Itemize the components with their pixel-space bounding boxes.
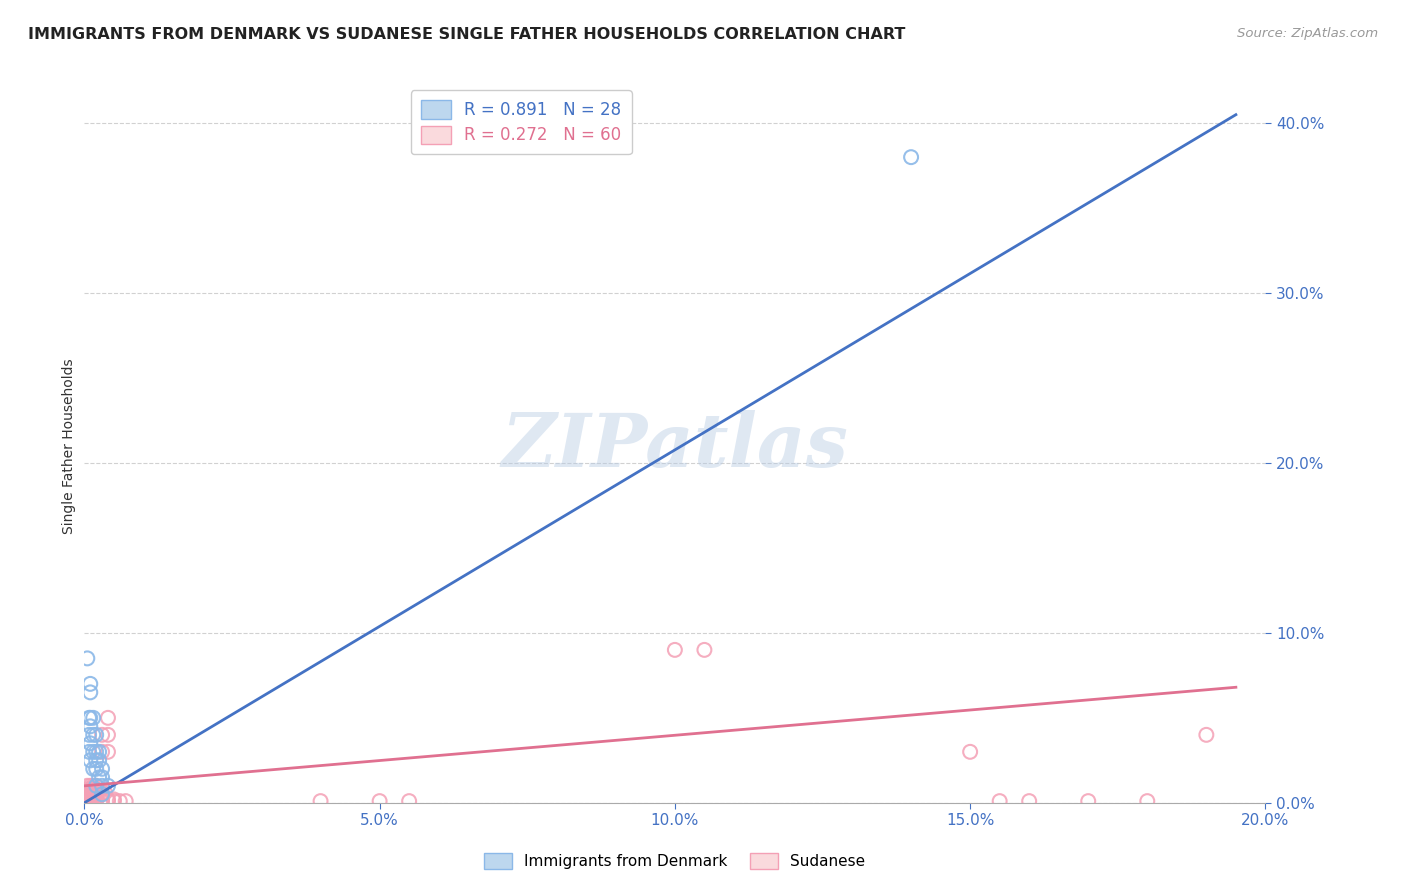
- Point: [988, 794, 1011, 808]
- Point: [97, 792, 120, 806]
- Point: [84, 779, 107, 793]
- Point: [87, 770, 111, 784]
- Point: [79, 794, 101, 808]
- Point: [76, 787, 98, 801]
- Point: [97, 794, 120, 808]
- Point: [82, 745, 104, 759]
- Point: [84, 745, 107, 759]
- Point: [84, 762, 107, 776]
- Point: [79, 782, 101, 797]
- Point: [309, 794, 332, 808]
- Legend: R = 0.891   N = 28, R = 0.272   N = 60: R = 0.891 N = 28, R = 0.272 N = 60: [411, 90, 631, 154]
- Point: [84, 794, 107, 808]
- Point: [79, 792, 101, 806]
- Point: [76, 790, 98, 805]
- Point: [77, 745, 100, 759]
- Point: [84, 787, 107, 801]
- Point: [82, 779, 104, 793]
- Point: [1077, 794, 1099, 808]
- Point: [82, 728, 104, 742]
- Point: [84, 779, 107, 793]
- Point: [91, 779, 114, 793]
- Text: Source: ZipAtlas.com: Source: ZipAtlas.com: [1237, 27, 1378, 40]
- Point: [79, 784, 101, 798]
- Point: [97, 728, 120, 742]
- Point: [82, 786, 104, 800]
- Point: [84, 786, 107, 800]
- Point: [76, 779, 98, 793]
- Text: ZIPatlas: ZIPatlas: [502, 409, 848, 483]
- Point: [76, 794, 98, 808]
- Point: [82, 787, 104, 801]
- Point: [91, 762, 114, 776]
- Point: [91, 792, 114, 806]
- Point: [87, 745, 111, 759]
- Point: [1136, 794, 1159, 808]
- Point: [79, 779, 101, 793]
- Point: [82, 711, 104, 725]
- Legend: Immigrants from Denmark, Sudanese: Immigrants from Denmark, Sudanese: [478, 847, 872, 875]
- Point: [91, 745, 114, 759]
- Point: [84, 782, 107, 797]
- Point: [91, 728, 114, 742]
- Point: [84, 792, 107, 806]
- Point: [87, 786, 111, 800]
- Point: [91, 794, 114, 808]
- Point: [76, 792, 98, 806]
- Point: [87, 753, 111, 767]
- Point: [114, 794, 136, 808]
- Point: [84, 753, 107, 767]
- Point: [77, 711, 100, 725]
- Point: [84, 789, 107, 803]
- Point: [77, 784, 100, 798]
- Point: [91, 770, 114, 784]
- Point: [79, 786, 101, 800]
- Point: [108, 794, 131, 808]
- Point: [91, 786, 114, 800]
- Point: [959, 745, 981, 759]
- Point: [94, 786, 117, 800]
- Point: [79, 790, 101, 805]
- Point: [79, 677, 101, 691]
- Point: [76, 786, 98, 800]
- Point: [79, 753, 101, 767]
- Point: [76, 782, 98, 797]
- Point: [77, 728, 100, 742]
- Point: [1195, 728, 1218, 742]
- Point: [82, 782, 104, 797]
- Point: [79, 711, 101, 725]
- Point: [82, 762, 104, 776]
- Point: [368, 794, 391, 808]
- Point: [79, 719, 101, 733]
- Point: [82, 784, 104, 798]
- Point: [79, 787, 101, 801]
- Point: [76, 651, 98, 665]
- Point: [1018, 794, 1040, 808]
- Point: [97, 711, 120, 725]
- Point: [693, 643, 716, 657]
- Point: [84, 728, 107, 742]
- Point: [97, 779, 120, 793]
- Point: [103, 794, 125, 808]
- Y-axis label: Single Father Households: Single Father Households: [62, 359, 76, 533]
- Point: [900, 150, 922, 164]
- Point: [82, 790, 104, 805]
- Point: [84, 790, 107, 805]
- Point: [79, 736, 101, 750]
- Point: [76, 789, 98, 803]
- Text: IMMIGRANTS FROM DENMARK VS SUDANESE SINGLE FATHER HOUSEHOLDS CORRELATION CHART: IMMIGRANTS FROM DENMARK VS SUDANESE SING…: [28, 27, 905, 42]
- Point: [79, 685, 101, 699]
- Point: [103, 792, 125, 806]
- Point: [398, 794, 420, 808]
- Point: [91, 787, 114, 801]
- Point: [97, 745, 120, 759]
- Point: [91, 787, 114, 801]
- Point: [79, 789, 101, 803]
- Point: [664, 643, 686, 657]
